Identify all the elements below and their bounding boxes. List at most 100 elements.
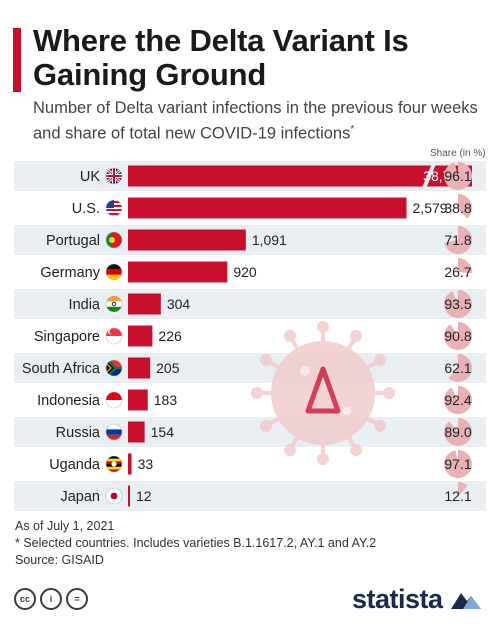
share-label: 96.1 [444, 168, 471, 184]
value-label: 183 [154, 392, 178, 408]
bar [128, 453, 132, 475]
share-wedge [444, 226, 472, 254]
share-label: 92.4 [444, 392, 471, 408]
value-label: 154 [151, 424, 175, 440]
category-label: Japan [60, 489, 100, 505]
share-wedge [448, 354, 472, 382]
chart-title: Where the Delta Variant Is Gaining Groun… [33, 23, 409, 92]
japan-flag-icon [105, 487, 123, 505]
footnotes: As of July 1, 2021 * Selected countries.… [15, 518, 376, 569]
share-wedge [444, 450, 472, 478]
category-label: Singapore [34, 329, 100, 345]
share-indicator: 96.1 [444, 162, 472, 190]
category-label: South Africa [22, 361, 101, 377]
share-indicator: 92.4 [444, 386, 472, 414]
row-band [14, 481, 486, 511]
category-label: UK [80, 169, 100, 185]
share-wedge [458, 194, 472, 219]
value-label: 1,091 [252, 232, 287, 248]
no-derivatives-icon[interactable]: = [66, 588, 88, 610]
bar-rows: UK38,74596.1U.S.2,57938.8Portugal1,09171… [22, 162, 472, 507]
category-label: Russia [56, 425, 101, 441]
bar [128, 165, 472, 187]
bar [128, 261, 228, 283]
category-label: India [69, 297, 101, 313]
indonesia-flag-icon [105, 391, 123, 409]
share-wedge [458, 482, 468, 496]
germany-flag-icon [105, 263, 123, 281]
share-wedge [444, 162, 472, 190]
row-band [14, 289, 486, 319]
footnote-selected: * Selected countries. Includes varieties… [15, 536, 377, 550]
footnote-source: Source: GISAID [15, 553, 104, 567]
footnote-date: As of July 1, 2021 [15, 519, 115, 533]
us-flag-icon [105, 199, 123, 217]
row-band [14, 225, 486, 255]
bar [128, 197, 407, 219]
value-label: 205 [156, 360, 180, 376]
value-label: 304 [167, 296, 191, 312]
virus-illustration-icon [251, 321, 395, 465]
category-label: Portugal [46, 233, 100, 249]
share-column-header: Share (in %) [430, 148, 486, 159]
value-label: 920 [233, 264, 257, 280]
attribution-icon[interactable]: i [40, 588, 62, 610]
bar [128, 293, 161, 315]
bar [128, 421, 145, 443]
singapore-flag-icon [105, 327, 123, 345]
share-wedge [444, 322, 472, 350]
category-label: Indonesia [37, 393, 101, 409]
share-label: 26.7 [444, 264, 471, 280]
value-label: 12 [136, 488, 152, 504]
row-band [14, 353, 486, 383]
share-indicator: 89.0 [444, 418, 472, 446]
bar [128, 229, 246, 251]
uk-flag-icon [105, 167, 123, 185]
statista-logo-icon [450, 592, 481, 609]
russia-flag-icon [105, 423, 123, 441]
bar [128, 357, 151, 379]
share-indicator: 38.8 [444, 194, 472, 219]
share-label: 97.1 [444, 456, 471, 472]
uganda-flag-icon [105, 455, 123, 473]
india-flag-icon [105, 295, 123, 313]
share-label: 38.8 [444, 200, 471, 216]
share-label: 12.1 [444, 488, 471, 504]
share-label: 93.5 [444, 296, 471, 312]
axis-break-mark [422, 162, 436, 190]
category-label: Uganda [49, 457, 101, 473]
value-label: 226 [158, 328, 182, 344]
value-label: 33 [138, 456, 154, 472]
bar [128, 485, 130, 507]
brand-name: statista [352, 584, 443, 614]
bar [128, 325, 153, 347]
share-wedge [444, 418, 472, 446]
share-label: 90.8 [444, 328, 471, 344]
statista-brand[interactable]: statista [352, 584, 483, 615]
share-indicator: 90.8 [444, 322, 472, 350]
south-africa-flag-icon [105, 359, 123, 377]
portugal-flag-icon [105, 231, 123, 249]
share-wedge [458, 258, 472, 274]
share-label: 89.0 [444, 424, 471, 440]
share-indicator: 97.1 [444, 450, 472, 478]
license-icons: cc i = [14, 588, 88, 610]
share-wedge [444, 290, 472, 318]
share-indicator: 26.7 [444, 258, 472, 280]
title-accent-bar [13, 28, 21, 92]
share-label: 71.8 [444, 232, 471, 248]
bar [128, 389, 148, 411]
subtitle-text: Number of Delta variant infections in th… [33, 99, 478, 143]
share-indicator: 93.5 [444, 290, 472, 318]
share-label: 62.1 [444, 360, 471, 376]
share-indicator: 71.8 [444, 226, 472, 254]
subtitle-footnote-mark: * [350, 124, 355, 135]
share-indicator: 12.1 [444, 482, 472, 504]
cc-icon[interactable]: cc [14, 588, 36, 610]
share-wedge [444, 386, 472, 414]
category-label: Germany [40, 265, 100, 281]
chart-subtitle: Number of Delta variant infections in th… [33, 98, 488, 145]
category-label: U.S. [72, 201, 100, 217]
value-label: 2,579 [413, 200, 448, 216]
